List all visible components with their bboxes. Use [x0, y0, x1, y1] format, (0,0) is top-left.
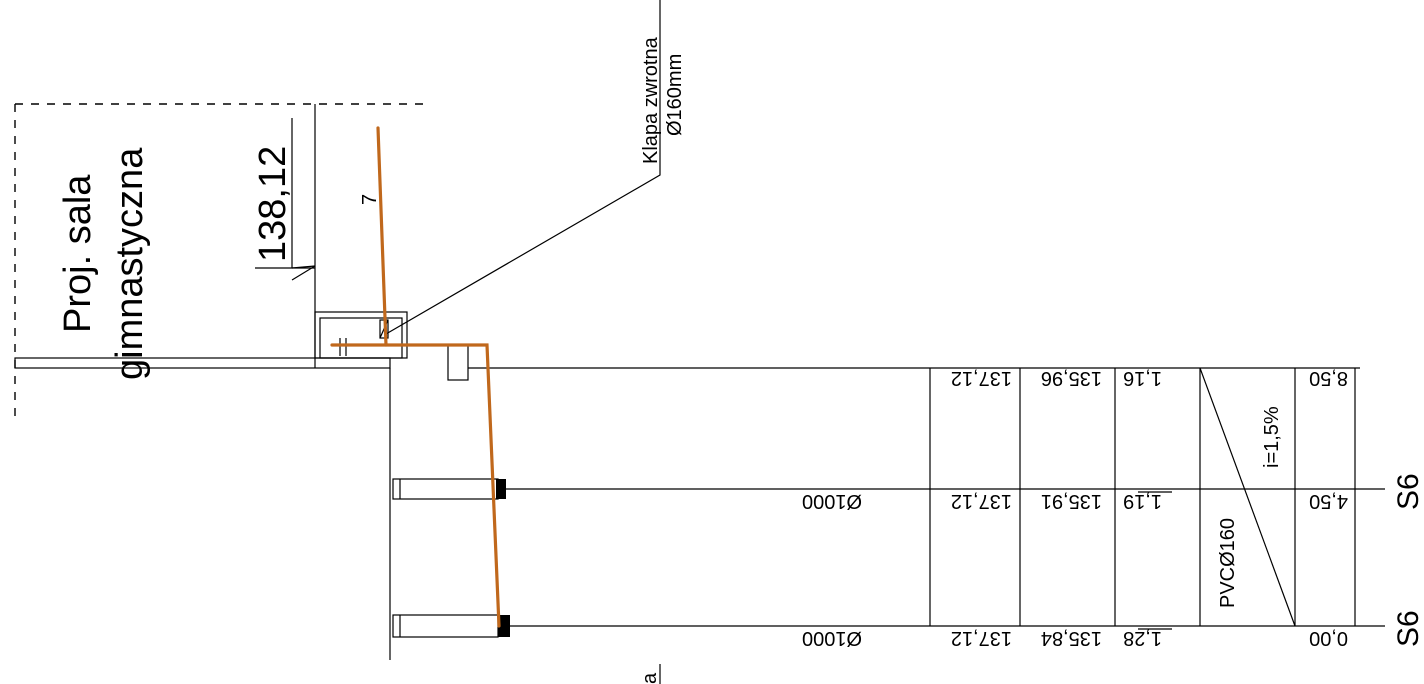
level-value: 138,12	[252, 146, 294, 262]
well-0-ground: 137,12	[951, 367, 1012, 389]
well-1-ground: 137,12	[951, 490, 1012, 512]
well-2-ground: 137,12	[951, 627, 1012, 649]
valve-chamber	[314, 311, 408, 359]
well-1-invert: 135,91	[1041, 490, 1102, 512]
well-0-distance: 8,50	[1309, 367, 1348, 389]
well-1-diameter: Ø1000	[802, 490, 862, 512]
pipe-arrow-label: 7	[359, 194, 381, 205]
valve-callout-line2: Ø160mm	[664, 54, 686, 136]
profile-table	[389, 367, 1385, 660]
well-2-distance: 0,00	[1309, 627, 1348, 649]
well-2-invert: 135,84	[1041, 627, 1102, 649]
slope-label: i=1,5%	[1261, 406, 1283, 468]
building-name-line1: Proj. sala	[57, 174, 99, 333]
pipe-material-label: PVCØ160	[1217, 518, 1239, 608]
well-2-name: S6	[1392, 610, 1424, 647]
well-0-invert: 135,96	[1041, 367, 1102, 389]
well-2-diameter: Ø1000	[802, 627, 862, 649]
valve-callout-line1: Klapa zwrotna	[640, 36, 662, 164]
well-2-depth: 1,28	[1123, 627, 1162, 649]
partial-label: a	[639, 672, 661, 684]
manhole-1-invert-icon	[496, 479, 506, 499]
building-name-line2: gimnastyczna	[109, 147, 151, 380]
valve-leader-line	[385, 0, 661, 335]
manhole-2-invert-icon	[498, 615, 510, 637]
pipe-route	[330, 126, 501, 628]
level-marker	[255, 118, 316, 281]
well-1-depth: 1,19	[1123, 490, 1162, 512]
well-1-name: S6	[1392, 473, 1424, 510]
manhole-1	[392, 478, 506, 500]
well-1-distance: 4,50	[1309, 490, 1348, 512]
manhole-2	[392, 614, 510, 638]
well-0-depth: 1,16	[1123, 367, 1162, 389]
pipe-connection-fitting	[447, 344, 1360, 381]
